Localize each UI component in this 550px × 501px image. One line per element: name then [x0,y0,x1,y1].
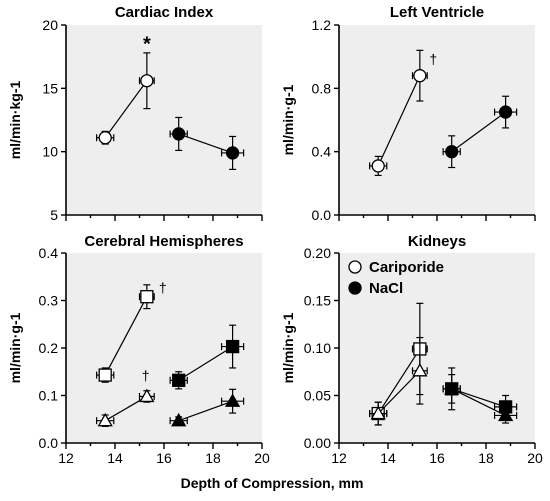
x-tick-label: 18 [478,450,494,466]
data-point-circle [98,131,112,145]
y-tick-label: 0.00 [304,435,331,451]
panel-kidneys: Kidneys ml/min·g-1 0.00 0.05 0.10 0.15 0.20 12 1… [280,233,543,466]
plot-area [339,25,535,215]
series-line [377,370,421,414]
data-point-triangle [444,381,460,395]
y-tick-label: 0.20 [304,245,331,261]
y-tick-label: 0.15 [304,293,331,309]
panel-title: Cerebral Hemispheres [84,233,243,250]
y-tick-label: 0.0 [39,435,59,451]
y-axis-label: ml/min·g-1 [7,312,23,383]
data-point-circle [140,74,154,88]
series-line [377,348,421,414]
x-tick-label: 16 [156,450,172,466]
x-tick-label: 16 [429,450,445,466]
y-tick-label: 0.4 [39,245,59,261]
data-point-circle [445,145,459,159]
legend-label: Cariporide [369,259,444,276]
series-line [451,388,506,416]
y-tick-label: 0.8 [312,80,332,96]
data-point-square [140,290,154,304]
data-point-triangle [497,407,514,422]
series-line [104,395,148,422]
y-tick-label: 0.2 [39,340,59,356]
panel-cardiac-index: Cardiac Index ml/min·kg-1 5 10 15 20 * [7,4,263,223]
series-line [104,296,148,376]
data-point-circle [371,159,385,173]
legend-marker [348,281,362,295]
y-tick-label: 20 [42,17,58,33]
y-axis-label: ml/min·g-1 [280,84,296,155]
data-point-circle [172,127,186,141]
data-point-square [98,368,112,382]
data-point-circle [225,146,240,160]
y-tick-label: 0.0 [312,207,332,223]
panel-title: Cardiac Index [115,4,214,21]
x-tick-label: 14 [107,450,123,466]
x-tick-label: 20 [527,450,543,466]
significance-mark: † [429,51,437,67]
panel-left-ventricle: Left Ventricle ml/min·g-1 0.0 0.4 0.8 1.2 † [280,4,536,223]
data-point-triangle [139,388,155,403]
x-tick-label: 20 [254,450,270,466]
y-tick-label: 0.10 [304,340,331,356]
data-point-circle [413,69,427,83]
y-tick-label: 0.1 [39,388,59,404]
data-point-circle [498,105,513,119]
data-point-triangle [370,405,386,420]
y-tick-label: 0.05 [304,388,331,404]
legend-marker [348,260,362,274]
x-axis-label: Depth of Compression, mm [181,475,364,491]
y-tick-label: 0.3 [39,293,59,309]
data-point-triangle [97,412,113,427]
significance-mark: † [142,368,150,384]
x-tick-label: 14 [380,450,396,466]
series-line [104,80,148,139]
series-line [377,75,421,167]
data-point-triangle [171,412,187,427]
data-point-triangle [224,393,241,407]
x-tick-label: 12 [331,450,347,466]
significance-mark: † [159,280,167,296]
x-tick-label: 12 [58,450,74,466]
y-tick-label: 0.4 [312,144,332,160]
y-tick-label: 1.2 [312,17,332,33]
panel-title: Kidneys [408,233,466,250]
y-axis-label: ml/min·kg-1 [7,81,23,160]
data-point-square [225,339,240,354]
data-point-square [172,373,186,387]
series-line [451,111,506,153]
x-tick-label: 18 [205,450,221,466]
y-axis-label: ml/min·g-1 [280,312,296,383]
data-point-triangle [412,362,428,377]
plot-area [66,25,262,215]
y-tick-label: 15 [42,80,58,96]
panel-title: Left Ventricle [390,4,484,21]
y-tick-label: 10 [42,144,58,160]
series-line [178,346,233,381]
significance-mark: * [143,34,151,56]
y-tick-label: 5 [50,207,58,223]
panel-cerebral-hemispheres: Cerebral Hemispheres ml/min·g-1 0.0 0.1 0.2 0… [7,233,270,466]
legend-label: NaCl [369,280,403,297]
